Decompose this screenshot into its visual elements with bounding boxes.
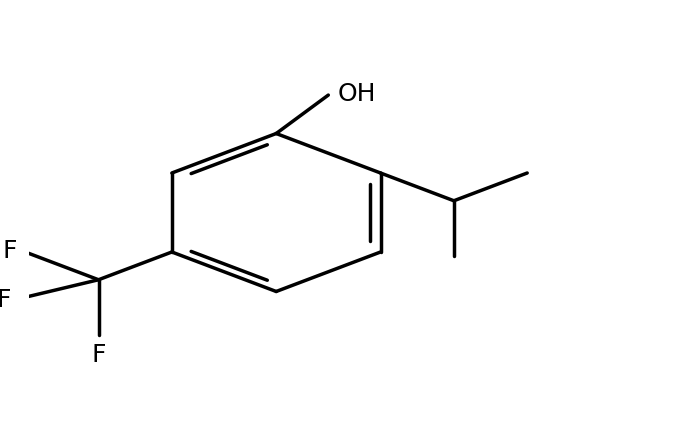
Text: F: F	[0, 287, 11, 311]
Text: F: F	[3, 238, 18, 262]
Text: OH: OH	[337, 82, 376, 106]
Text: F: F	[91, 342, 106, 366]
